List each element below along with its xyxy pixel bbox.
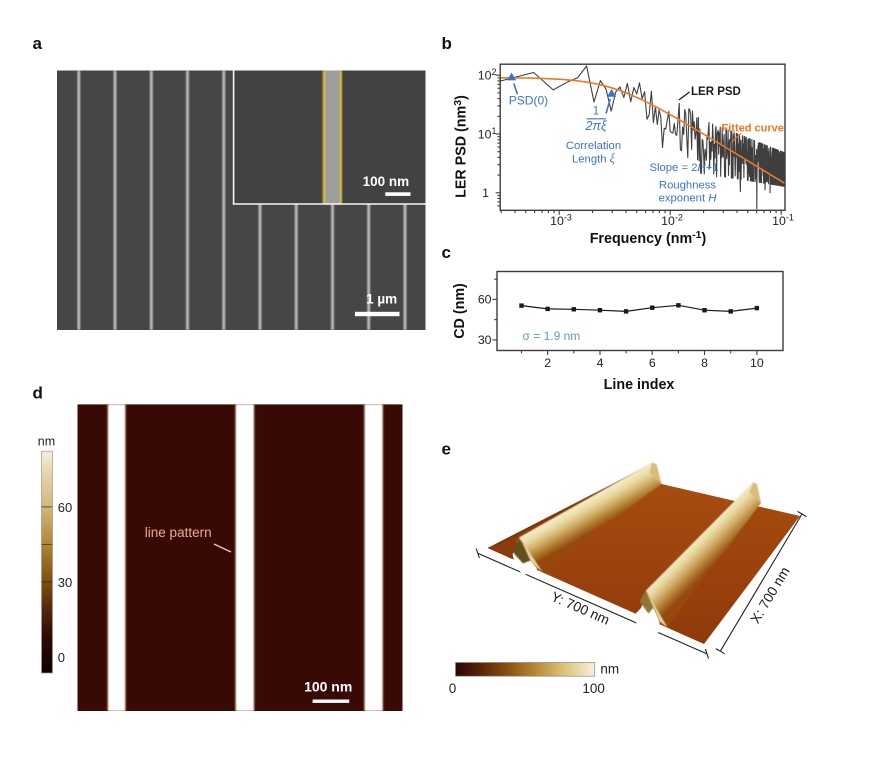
svg-text:σ = 1.9 nm: σ = 1.9 nm — [523, 329, 581, 343]
svg-text:0: 0 — [449, 681, 457, 696]
svg-text:Fitted curve: Fitted curve — [722, 122, 784, 134]
svg-text:exponent H: exponent H — [659, 193, 718, 205]
svg-text:1: 1 — [593, 105, 599, 117]
svg-text:c: c — [442, 243, 451, 262]
svg-text:LER PSD (nm3): LER PSD (nm3) — [452, 95, 470, 198]
svg-text:e: e — [442, 440, 451, 459]
svg-text:10: 10 — [750, 356, 764, 370]
svg-text:Roughness: Roughness — [659, 179, 717, 191]
svg-text:60: 60 — [478, 293, 492, 307]
svg-text:Frequency (nm-1): Frequency (nm-1) — [590, 229, 707, 247]
svg-text:b: b — [442, 34, 452, 53]
svg-text:LER PSD: LER PSD — [691, 86, 741, 98]
svg-text:1: 1 — [482, 186, 489, 200]
svg-text:nm: nm — [38, 435, 55, 449]
svg-text:line pattern: line pattern — [145, 525, 212, 540]
svg-text:a: a — [33, 34, 43, 53]
svg-text:1 µm: 1 µm — [366, 292, 397, 307]
svg-text:2πξ: 2πξ — [585, 119, 608, 133]
svg-text:Length ξ: Length ξ — [572, 152, 616, 166]
svg-text:PSD(0): PSD(0) — [509, 93, 548, 107]
svg-text:30: 30 — [478, 333, 492, 347]
svg-text:CD (nm): CD (nm) — [452, 283, 468, 339]
svg-text:nm: nm — [600, 662, 619, 677]
svg-text:100: 100 — [582, 681, 605, 696]
svg-text:100 nm: 100 nm — [363, 174, 410, 189]
svg-text:0: 0 — [58, 650, 65, 665]
svg-text:6: 6 — [649, 356, 656, 370]
svg-text:d: d — [33, 384, 43, 403]
svg-text:8: 8 — [701, 356, 708, 370]
svg-text:Line index: Line index — [604, 377, 675, 393]
svg-text:4: 4 — [597, 356, 604, 370]
svg-text:Correlation: Correlation — [566, 140, 621, 152]
svg-text:30: 30 — [58, 575, 72, 590]
svg-text:2: 2 — [544, 356, 551, 370]
svg-text:Slope = 2H+1: Slope = 2H+1 — [649, 162, 718, 174]
svg-text:60: 60 — [58, 500, 72, 515]
svg-text:100 nm: 100 nm — [304, 679, 352, 695]
